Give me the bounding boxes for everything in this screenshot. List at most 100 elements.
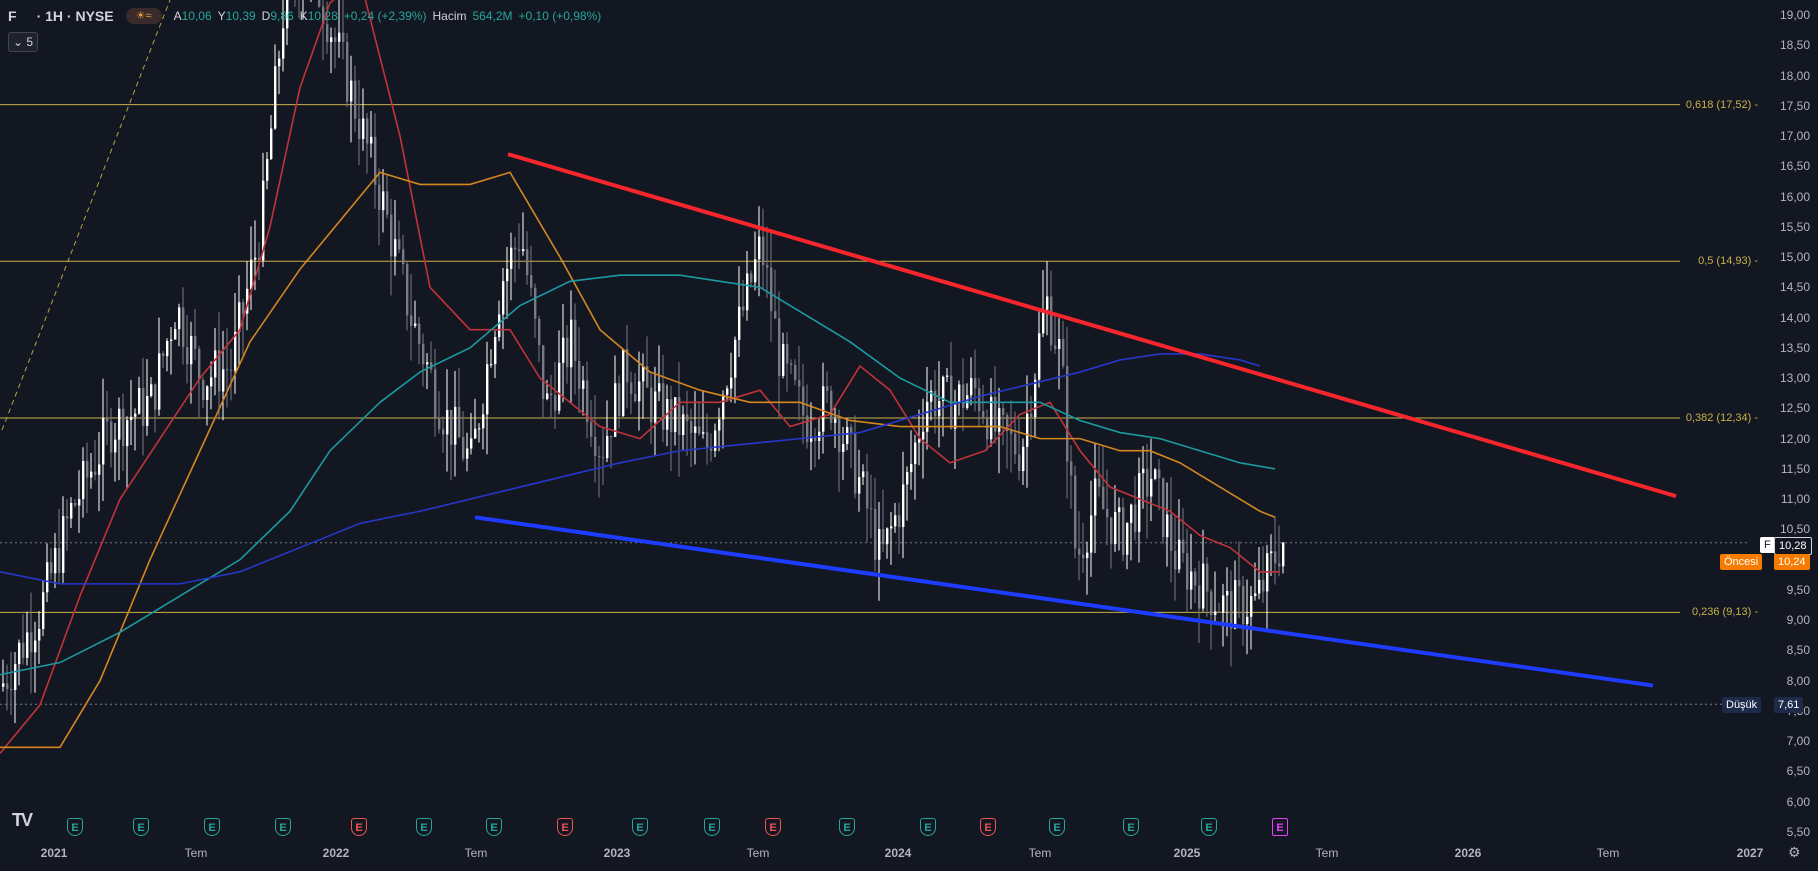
- candle-body: [686, 414, 689, 422]
- earnings-event-icon[interactable]: E: [920, 818, 936, 836]
- candle-body: [522, 249, 525, 252]
- earnings-event-icon[interactable]: E: [416, 818, 432, 836]
- candle-body: [1194, 571, 1197, 586]
- price-tick: 19,00: [1779, 8, 1810, 22]
- settings-gear-icon[interactable]: ⚙: [1788, 844, 1801, 860]
- time-tick: Tem: [184, 846, 208, 860]
- candle-body: [1282, 542, 1285, 567]
- candle-body: [378, 184, 381, 211]
- candle-body: [1170, 514, 1173, 551]
- candle-body: [262, 180, 265, 261]
- candle-body: [190, 336, 193, 365]
- time-tick: 2021: [40, 846, 68, 860]
- earnings-event-icon[interactable]: E: [133, 818, 149, 836]
- candle-body: [922, 431, 925, 440]
- candle-body: [550, 393, 553, 396]
- tradingview-logo[interactable]: TV: [12, 810, 33, 830]
- candle-body: [554, 395, 557, 411]
- earnings-event-icon[interactable]: E: [1049, 818, 1065, 836]
- candle-body: [194, 336, 197, 349]
- candle-body: [570, 319, 573, 368]
- candle-body: [878, 528, 881, 560]
- candle-body: [486, 364, 489, 415]
- candle-body: [534, 287, 537, 319]
- candle-body: [766, 264, 769, 268]
- candle-body: [1150, 478, 1153, 497]
- candle-body: [742, 306, 745, 311]
- candle-body: [70, 502, 73, 519]
- candle-body: [390, 214, 393, 257]
- candle-body: [354, 80, 357, 119]
- price-tick: 14,00: [1779, 310, 1810, 325]
- moving-average-blue: [0, 353, 1261, 585]
- candle-body: [994, 396, 997, 432]
- candle-body: [178, 307, 181, 330]
- earnings-event-icon[interactable]: E: [1272, 818, 1288, 836]
- price-tick: 15,50: [1779, 219, 1810, 234]
- candle-body: [914, 442, 917, 465]
- candle-body: [274, 66, 277, 129]
- candle-body: [954, 402, 957, 429]
- earnings-event-icon[interactable]: E: [1123, 818, 1139, 836]
- candle-body: [990, 396, 993, 440]
- earnings-event-icon[interactable]: E: [839, 818, 855, 836]
- earnings-event-icon[interactable]: E: [275, 818, 291, 836]
- candle-body: [842, 444, 845, 452]
- candle-body: [562, 337, 565, 363]
- candle-body: [26, 632, 29, 658]
- candle-body: [34, 640, 37, 653]
- candle-body: [394, 239, 397, 257]
- earnings-event-icon[interactable]: E: [351, 818, 367, 836]
- candle-body: [474, 428, 477, 439]
- earnings-event-icon[interactable]: E: [1201, 818, 1217, 836]
- candle-body: [1226, 591, 1229, 596]
- candle-body: [422, 343, 425, 365]
- premarket-price: 10,24: [1774, 554, 1810, 570]
- candle-body: [1206, 563, 1209, 592]
- support-trendline: [474, 515, 1654, 688]
- candle-body: [866, 471, 869, 509]
- market-status-icon[interactable]: ☀≈: [125, 8, 162, 24]
- candle-body: [218, 350, 221, 392]
- candle-body: [210, 377, 213, 387]
- candle-body: [414, 323, 417, 326]
- earnings-event-icon[interactable]: E: [557, 818, 573, 836]
- candle-body: [518, 249, 521, 252]
- candle-body: [238, 302, 241, 332]
- candle-body: [1158, 469, 1161, 479]
- candle-body: [578, 360, 581, 389]
- low-price: 7,61: [1774, 697, 1804, 713]
- candle-body: [1250, 595, 1253, 617]
- earnings-event-icon[interactable]: E: [204, 818, 220, 836]
- earnings-event-icon[interactable]: E: [704, 818, 720, 836]
- moving-average-teal: [0, 274, 1276, 676]
- candle-body: [814, 436, 817, 442]
- timeframe-exchange[interactable]: · 1H · NYSE: [36, 8, 114, 24]
- candle-body: [46, 562, 49, 593]
- symbol-name[interactable]: F: [8, 8, 17, 24]
- candle-body: [510, 247, 513, 269]
- candle-body: [978, 388, 981, 412]
- candle-body: [750, 273, 753, 283]
- indicators-toggle-button[interactable]: ⌄ 5: [8, 32, 38, 52]
- earnings-event-icon[interactable]: E: [980, 818, 996, 836]
- candle-body: [746, 273, 749, 311]
- candle-body: [1114, 512, 1117, 545]
- candle-body: [250, 259, 253, 289]
- earnings-event-icon[interactable]: E: [486, 818, 502, 836]
- earnings-event-icon[interactable]: E: [67, 818, 83, 836]
- candle-body: [1066, 365, 1069, 462]
- candle-body: [1110, 517, 1113, 545]
- candle-body: [886, 528, 889, 545]
- earnings-event-icon[interactable]: E: [632, 818, 648, 836]
- price-axis[interactable]: 19,00 18,50 18,00 17,50 17,00 16,50 16,00 15,50…: [1764, 0, 1818, 850]
- candle-body: [446, 409, 449, 435]
- trend-guide-line: [1, 0, 171, 431]
- candle-body: [322, 6, 325, 25]
- candle-body: [130, 416, 133, 421]
- earnings-event-icon[interactable]: E: [765, 818, 781, 836]
- candle-body: [174, 329, 177, 340]
- candle-body: [1122, 507, 1125, 555]
